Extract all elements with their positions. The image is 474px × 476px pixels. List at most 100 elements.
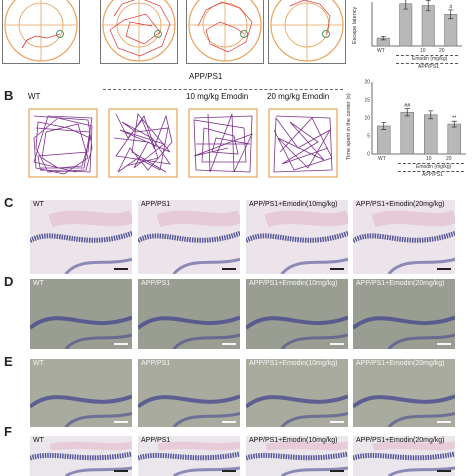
micrograph-label: WT (33, 201, 44, 208)
micrograph-d-1: WT (30, 279, 132, 349)
chart2-bar (400, 111, 415, 155)
scale-bar (114, 421, 128, 423)
chart1-group-line (396, 55, 458, 56)
maze-path-3 (186, 0, 264, 64)
open-field-track-wt (28, 108, 98, 178)
chart1-bar (421, 5, 435, 47)
scale-bar (437, 470, 451, 472)
chart2-subgroup-line (398, 171, 464, 172)
chart2-xcat-10: 10 (426, 156, 432, 162)
micrograph-label: APP/PS1+Emodin(20mg/kg) (356, 280, 445, 287)
micrograph-label: WT (33, 360, 44, 367)
hippocampus-section (353, 315, 455, 349)
micrograph-label: APP/PS1+Emodin(20mg/kg) (356, 201, 445, 208)
hippocampus-section (30, 394, 132, 427)
chart2-ytick: 20 (364, 80, 370, 86)
micrograph-label: APP/PS1 (141, 437, 171, 444)
hippocampus-section (30, 315, 132, 349)
chart2-ytick: 0 (367, 152, 370, 158)
panel-letter-c: C (4, 195, 14, 210)
micrograph-label: APP/PS1+Emodin(10mg/kg) (249, 360, 338, 367)
micrograph-e-3: APP/PS1+Emodin(10mg/kg) (246, 359, 348, 427)
chart2-error-bar (381, 121, 387, 130)
chart1-subgroup-line (396, 63, 458, 64)
micrograph-c-3: APP/PS1+Emodin(10mg/kg) (246, 200, 348, 274)
chart1-error-bar (448, 9, 454, 20)
chart2-ytick: 10 (364, 116, 370, 122)
micrograph-f-2: APP/PS1 (138, 436, 240, 476)
chart2-bar (376, 125, 391, 155)
chart2-ytick: 15 (364, 98, 370, 104)
track-label-10: 10 mg/kg Emodin (186, 92, 249, 101)
hippocampus-section (138, 210, 240, 274)
micrograph-label: APP/PS1+Emodin(20mg/kg) (356, 437, 445, 444)
micrograph-f-3: APP/PS1+Emodin(10mg/kg) (246, 436, 348, 476)
micrograph-label: APP/PS1+Emodin(10mg/kg) (249, 280, 338, 287)
scale-bar (330, 268, 344, 270)
chart1-error-bar (425, 0, 431, 12)
chart2-xcat-wt: WT (378, 156, 386, 162)
scale-bar (437, 421, 451, 423)
scale-bar (437, 268, 451, 270)
hippocampus-section (246, 210, 348, 274)
chart1-xcat-wt: WT (377, 48, 385, 54)
panel-letter-b: B (4, 88, 14, 103)
micrograph-f-1: WT (30, 436, 132, 476)
chart2-ytick: 5 (367, 134, 370, 140)
chart1-group-label: Emodin (mg/kg) (412, 56, 448, 62)
chart1-significance: # (449, 4, 453, 10)
hippocampus-section (246, 394, 348, 427)
chart2-bar (447, 123, 462, 155)
open-field-track-app (108, 108, 178, 178)
hippocampus-section (138, 315, 240, 349)
chart-time-center: Time spent in the center (s) 0 5 10 15 20 ## *… (346, 76, 472, 180)
chart1-xcat-10: 10 (420, 48, 426, 54)
scale-bar (330, 343, 344, 345)
chart2-error-bar (451, 120, 457, 128)
chart1-plot: # (371, 0, 462, 47)
panel-b-group-line (103, 89, 343, 90)
scale-bar (222, 343, 236, 345)
micrograph-c-2: APP/PS1 (138, 200, 240, 274)
maze-path-1 (2, 0, 80, 64)
chart1-bar (399, 3, 413, 47)
hippocampus-section (353, 394, 455, 427)
micrograph-label: APP/PS1+Emodin(20mg/kg) (356, 360, 445, 367)
scale-bar (222, 268, 236, 270)
micrograph-label: APP/PS1+Emodin(10mg/kg) (249, 201, 338, 208)
chart2-ylabel: Time spent in the center (s) (346, 93, 352, 160)
chart1-error-bar (380, 35, 386, 41)
track-label-20: 20 mg/kg Emodin (267, 92, 330, 101)
panel-b-group-header: APP/PS1 (189, 72, 223, 81)
scale-bar (114, 470, 128, 472)
micrograph-e-2: APP/PS1 (138, 359, 240, 427)
chart2-subgroup-label: APP/PS1 (422, 172, 443, 178)
panel-letter-e: E (4, 354, 13, 369)
chart-escape-latency: Escape latency # WT 10 20 Emodin (mg/kg)… (352, 0, 472, 72)
chart1-ylabel: Escape latency (352, 6, 358, 44)
chart2-group-line (398, 163, 464, 164)
hippocampus-section (30, 210, 132, 274)
chart2-xcat-20: 20 (446, 156, 452, 162)
chart2-significance: ** (452, 116, 457, 122)
hippocampus-section (353, 210, 455, 274)
micrograph-label: APP/PS1 (141, 201, 171, 208)
micrograph-label: APP/PS1 (141, 280, 171, 287)
hippocampus-section (246, 315, 348, 349)
scale-bar (222, 470, 236, 472)
maze-path-2 (100, 0, 178, 64)
chart2-group-label: Emodin (mg/kg) (416, 164, 452, 170)
scale-bar (330, 421, 344, 423)
micrograph-label: WT (33, 437, 44, 444)
micrograph-c-4: APP/PS1+Emodin(20mg/kg) (353, 200, 455, 274)
hippocampus-section (138, 394, 240, 427)
micrograph-label: APP/PS1+Emodin(10mg/kg) (249, 437, 338, 444)
chart2-bar (423, 114, 438, 155)
chart2-error-bar (428, 110, 434, 120)
chart1-error-bar (403, 0, 409, 10)
chart1-xcat-20: 20 (439, 48, 445, 54)
maze-path-4 (268, 0, 346, 64)
micrograph-c-1: WT (30, 200, 132, 274)
scale-bar (330, 470, 344, 472)
micrograph-label: WT (33, 280, 44, 287)
